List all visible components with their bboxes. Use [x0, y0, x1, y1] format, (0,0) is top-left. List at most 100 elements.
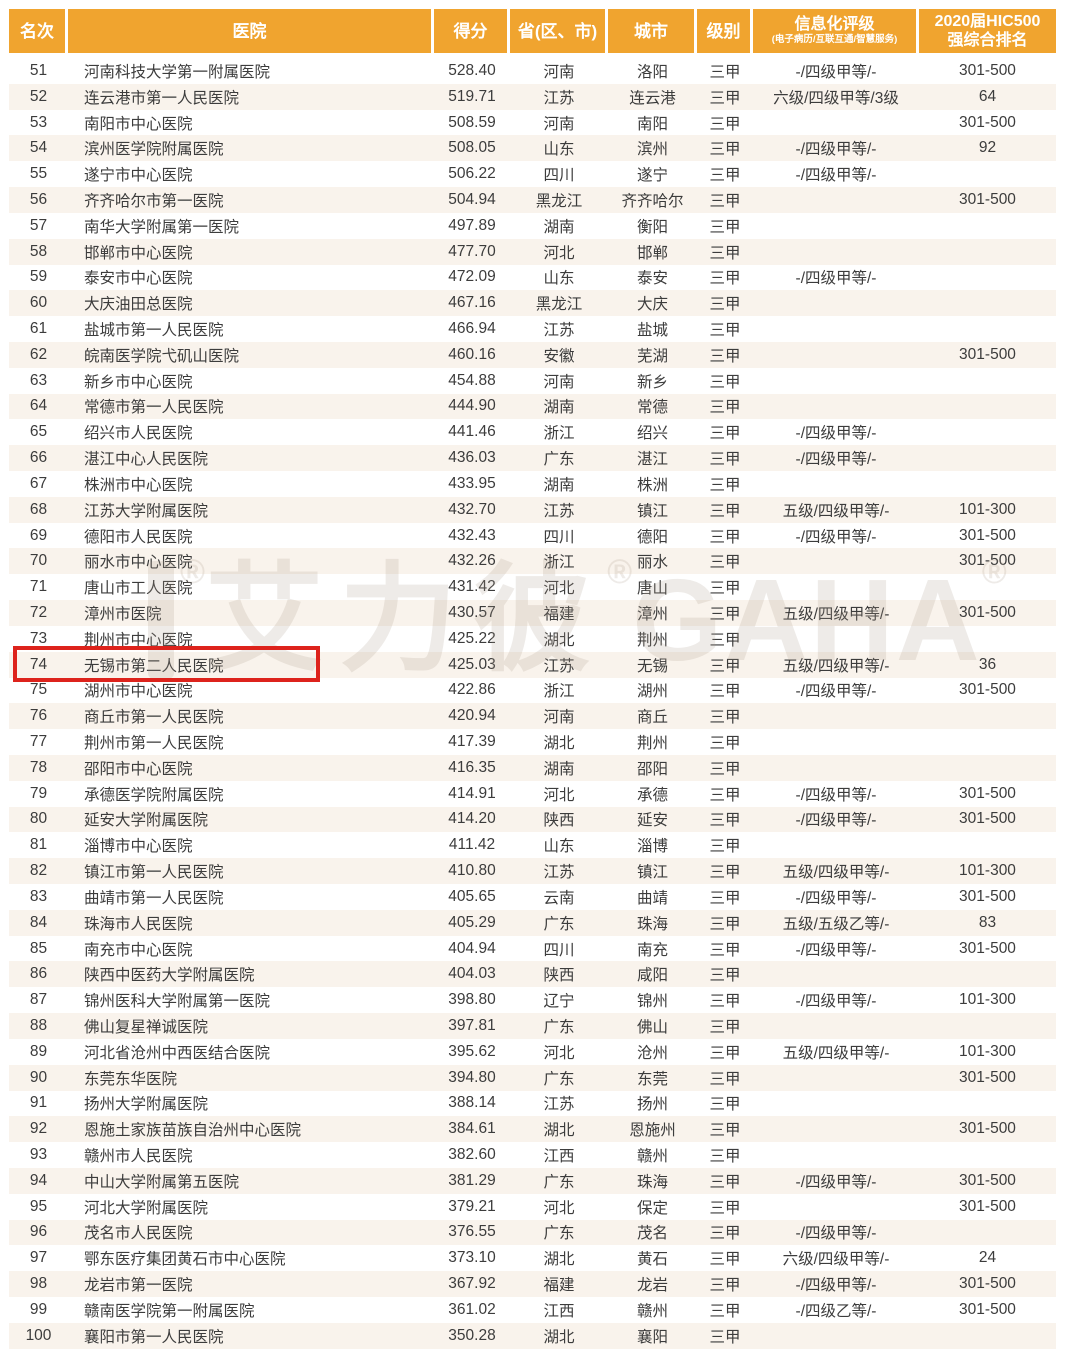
city-cell: 锦州: [636, 993, 668, 1011]
hospital-cell: 盐城市第一人民医院: [84, 322, 224, 340]
table-row: 94 中山大学附属第五医院 381.29 广东 珠海 三甲 -/四级甲等/- 3…: [9, 1167, 1056, 1194]
table-row: 72 漳州市医院 430.57 福建 漳州 三甲 五级/四级甲等/- 301-5…: [9, 600, 1056, 626]
score-cell: 436.03: [448, 449, 496, 467]
hospital-cell: 齐齐哈尔市第一医院: [84, 192, 224, 210]
level-cell: 三甲: [709, 347, 741, 365]
city-cell: 泰安: [636, 270, 668, 288]
city-cell: 珠海: [636, 1173, 668, 1191]
rank-cell: 63: [29, 371, 48, 389]
hospital-cell: 荆州市中心医院: [84, 631, 193, 649]
table-row: 73 荆州市中心医院 425.22 湖北 荆州 三甲: [9, 626, 1056, 652]
province-cell: 四川: [543, 528, 575, 546]
rank-cell: 82: [29, 862, 48, 880]
rank-cell: 52: [29, 87, 48, 105]
rank-cell: 87: [29, 991, 48, 1009]
city-cell: 茂名: [636, 1225, 668, 1243]
score-cell: 405.65: [448, 887, 496, 905]
rank-cell: 56: [29, 190, 48, 208]
score-cell: 431.42: [448, 578, 496, 596]
hic500-rank-cell: 83: [978, 913, 997, 931]
level-cell: 三甲: [709, 967, 741, 985]
city-cell: 商丘: [636, 709, 668, 727]
column-header-rank: 名次: [9, 9, 65, 53]
city-cell: 曲靖: [636, 889, 668, 907]
column-header-province: 省(区、市): [510, 9, 605, 53]
level-cell: 三甲: [709, 296, 741, 314]
table-row: 57 南华大学附属第一医院 497.89 湖南 衡阳 三甲: [9, 213, 1056, 239]
table-row: 88 佛山复星禅诚医院 397.81 广东 佛山 三甲: [9, 1013, 1056, 1039]
level-cell: 三甲: [709, 838, 741, 856]
city-cell: 黄石: [636, 1251, 668, 1269]
table-row: 76 商丘市第一人民医院 420.94 河南 商丘 三甲: [9, 703, 1056, 730]
province-cell: 江西: [543, 1302, 575, 1320]
level-cell: 三甲: [709, 502, 741, 520]
table-row: 69 德阳市人民医院 432.43 四川 德阳 三甲 -/四级甲等/- 301-…: [9, 523, 1056, 549]
city-cell: 赣州: [636, 1302, 668, 1320]
hospital-cell: 南充市中心医院: [84, 941, 193, 959]
score-cell: 410.80: [448, 862, 496, 880]
rank-cell: 74: [29, 655, 48, 673]
rank-cell: 88: [29, 1016, 48, 1034]
informatization-rating-cell: -/四级甲等/-: [795, 63, 877, 81]
hospital-cell: 陕西中医药大学附属医院: [84, 967, 255, 985]
informatization-rating-cell: 五级/四级甲等/-: [782, 864, 890, 882]
table-row: 56 齐齐哈尔市第一医院 504.94 黑龙江 齐齐哈尔 三甲 301-500: [9, 187, 1056, 213]
level-cell: 三甲: [709, 760, 741, 778]
table-row: 60 大庆油田总医院 467.16 黑龙江 大庆 三甲: [9, 290, 1056, 317]
informatization-rating-cell: -/四级甲等/-: [795, 812, 877, 830]
hospital-cell: 绍兴市人民医院: [84, 425, 193, 443]
hic500-rank-cell: 301-500: [959, 190, 1016, 208]
province-cell: 山东: [543, 270, 575, 288]
city-cell: 洛阳: [636, 63, 668, 81]
province-cell: 湖北: [543, 1122, 575, 1140]
province-cell: 山东: [543, 838, 575, 856]
level-cell: 三甲: [709, 1251, 741, 1269]
column-header-label-line2: 强综合排名: [947, 32, 1028, 49]
hospital-cell: 河南科技大学第一附属医院: [84, 63, 271, 81]
informatization-rating-cell: -/四级甲等/-: [795, 1173, 877, 1191]
hic500-rank-cell: 301-500: [959, 1300, 1016, 1318]
province-cell: 江苏: [543, 502, 575, 520]
level-cell: 三甲: [709, 941, 741, 959]
score-cell: 425.22: [448, 629, 496, 647]
informatization-rating-cell: -/四级甲等/-: [795, 993, 877, 1011]
table-row: 63 新乡市中心医院 454.88 河南 新乡 三甲: [9, 368, 1056, 394]
informatization-rating-cell: 五级/四级甲等/-: [782, 605, 890, 623]
table-row: 93 赣州市人民医院 382.60 江西 赣州 三甲: [9, 1142, 1056, 1168]
level-cell: 三甲: [709, 709, 741, 727]
city-cell: 佛山: [636, 1018, 668, 1036]
level-cell: 三甲: [709, 1122, 741, 1140]
hospital-cell: 曲靖市第一人民医院: [84, 889, 224, 907]
hic500-rank-cell: 101-300: [959, 500, 1016, 518]
level-cell: 三甲: [709, 1277, 741, 1295]
city-cell: 唐山: [636, 580, 668, 598]
hospital-cell: 东莞东华医院: [84, 1070, 178, 1088]
hic500-rank-cell: 301-500: [959, 784, 1016, 802]
level-cell: 三甲: [709, 1096, 741, 1114]
city-cell: 东莞: [636, 1070, 668, 1088]
hic500-rank-cell: 101-300: [959, 862, 1016, 880]
rank-cell: 66: [29, 449, 48, 467]
rank-cell: 57: [29, 216, 48, 234]
rank-cell: 93: [29, 1146, 48, 1164]
rank-cell: 75: [29, 681, 48, 699]
score-cell: 405.29: [448, 913, 496, 931]
province-cell: 河南: [543, 63, 575, 81]
table-row: 95 河北大学附属医院 379.21 河北 保定 三甲 301-500: [9, 1194, 1056, 1220]
rank-cell: 72: [29, 603, 48, 621]
rank-cell: 53: [29, 113, 48, 131]
level-cell: 三甲: [709, 1199, 741, 1217]
city-cell: 绍兴: [636, 425, 668, 443]
hic500-rank-cell: 301-500: [959, 526, 1016, 544]
informatization-rating-cell: -/四级甲等/-: [795, 889, 877, 907]
hospital-cell: 佛山复星禅诚医院: [84, 1018, 209, 1036]
score-cell: 425.03: [448, 655, 496, 673]
column-header-informatization-rating: 信息化评级 (电子病历/互联互通/智慧服务): [753, 9, 916, 53]
hospital-cell: 常德市第一人民医院: [84, 399, 224, 417]
hospital-cell: 茂名市人民医院: [84, 1225, 193, 1243]
level-cell: 三甲: [709, 915, 741, 933]
column-header-city: 城市: [608, 9, 694, 53]
column-header-hospital: 医院: [68, 9, 431, 53]
rank-cell: 73: [29, 629, 48, 647]
score-cell: 417.39: [448, 733, 496, 751]
